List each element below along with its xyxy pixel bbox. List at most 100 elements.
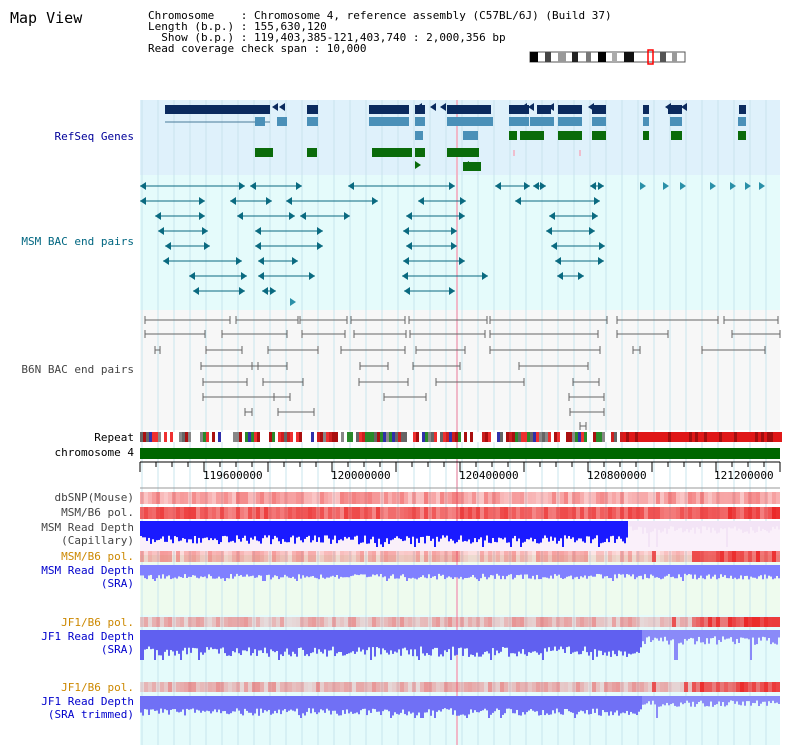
heat-cell (204, 551, 208, 562)
track-label-msm-depth-cap[interactable]: MSM Read Depth (Capillary) (41, 521, 134, 547)
depth-bar (482, 696, 484, 711)
depth-bar (542, 630, 544, 660)
depth-bar (140, 521, 142, 536)
heat-cell (340, 617, 344, 627)
track-label-dbsnp[interactable]: dbSNP(Mouse) (54, 491, 134, 504)
depth-bar (296, 696, 298, 709)
depth-bar (578, 696, 580, 712)
depth-bar (534, 696, 536, 712)
heat-cell (564, 492, 568, 504)
track-label-refseq[interactable]: RefSeq Genes (54, 130, 134, 143)
depth-bar (696, 630, 698, 642)
heat-cell (760, 617, 764, 627)
heat-cell (276, 617, 280, 627)
depth-bar (646, 565, 648, 578)
track-label-jf1-b6-pol[interactable]: JF1/B6 pol. (61, 616, 134, 629)
depth-bar (656, 630, 658, 639)
chromosome-bar (140, 448, 780, 459)
depth-bar (714, 630, 716, 637)
depth-bar (232, 565, 234, 579)
track-label-b6n-bac[interactable]: B6N BAC end pairs (21, 363, 134, 376)
heat-cell (428, 507, 432, 519)
depth-bar (462, 630, 464, 656)
depth-bar (170, 630, 172, 651)
depth-bar (516, 630, 518, 657)
heat-cell (484, 507, 488, 519)
heat-cell (396, 507, 400, 519)
depth-bar (378, 696, 380, 712)
depth-bar (248, 630, 250, 648)
depth-bar (610, 521, 612, 537)
depth-bar (770, 521, 772, 531)
bac-end-marker (403, 227, 409, 235)
track-label-msm-b6-pol[interactable]: MSM/B6 pol. (61, 506, 134, 519)
depth-bar (436, 696, 438, 712)
depth-bar (280, 565, 282, 578)
heat-cell (748, 507, 752, 519)
heat-cell (264, 507, 268, 519)
depth-bar (340, 521, 342, 540)
heat-cell (372, 682, 376, 692)
repeat-segment (554, 432, 557, 442)
depth-bar (566, 630, 568, 648)
depth-bar (500, 565, 502, 580)
repeat-segment (266, 432, 269, 442)
depth-bar (282, 696, 284, 711)
heat-cell (688, 492, 692, 504)
gene-feature (369, 105, 409, 114)
track-label-msm-b6-pol-2[interactable]: MSM/B6 pol. (61, 550, 134, 563)
depth-bar (448, 521, 450, 542)
depth-bar (558, 521, 560, 541)
track-label-jf1-trim[interactable]: JF1 Read Depth (SRA trimmed) (41, 695, 134, 721)
heat-cell (184, 507, 188, 519)
gene-feature (307, 148, 317, 157)
depth-bar (744, 696, 746, 706)
depth-bar (176, 696, 178, 712)
depth-bar (628, 696, 630, 715)
depth-bar (580, 521, 582, 539)
depth-bar (308, 696, 310, 709)
heat-cell (320, 617, 324, 627)
depth-bar (350, 521, 352, 540)
depth-bar (762, 521, 764, 529)
heat-cell (748, 492, 752, 504)
repeat-segment (608, 432, 611, 442)
repeat-segment (443, 432, 446, 442)
depth-bar (716, 630, 718, 645)
heat-cell (508, 551, 512, 562)
depth-bar (496, 565, 498, 574)
heat-cell (228, 492, 232, 504)
heat-cell (152, 492, 156, 504)
repeat-segment (386, 432, 389, 442)
heat-cell (572, 492, 576, 504)
heat-cell (268, 682, 272, 692)
depth-bar (490, 521, 492, 544)
depth-bar (340, 630, 342, 653)
repeat-segment (230, 432, 233, 442)
track-label-msm-depth-sra[interactable]: MSM Read Depth (SRA) (41, 564, 134, 590)
depth-bar (352, 565, 354, 576)
depth-bar (484, 630, 486, 652)
repeat-segment (605, 432, 608, 442)
depth-bar (722, 696, 724, 703)
heat-cell (296, 682, 300, 692)
repeat-segment (770, 432, 773, 442)
track-label-repeat[interactable]: Repeat (94, 431, 134, 444)
track-label-jf1-b6-pol-2[interactable]: JF1/B6 pol. (61, 681, 134, 694)
repeat-segment (263, 432, 266, 442)
depth-bar (660, 521, 662, 533)
arrow-marker (663, 182, 669, 190)
depth-bar (198, 565, 200, 579)
repeat-segment (149, 432, 152, 442)
track-label-jf1-depth[interactable]: JF1 Read Depth (SRA) (41, 630, 134, 656)
depth-bar (310, 696, 312, 714)
heat-cell (664, 682, 668, 692)
heat-cell (268, 507, 272, 519)
depth-bar (228, 565, 230, 579)
track-label-msm-bac[interactable]: MSM BAC end pairs (21, 235, 134, 248)
depth-bar (182, 521, 184, 539)
depth-bar (434, 630, 436, 648)
heat-cell (292, 492, 296, 504)
depth-bar (608, 696, 610, 716)
